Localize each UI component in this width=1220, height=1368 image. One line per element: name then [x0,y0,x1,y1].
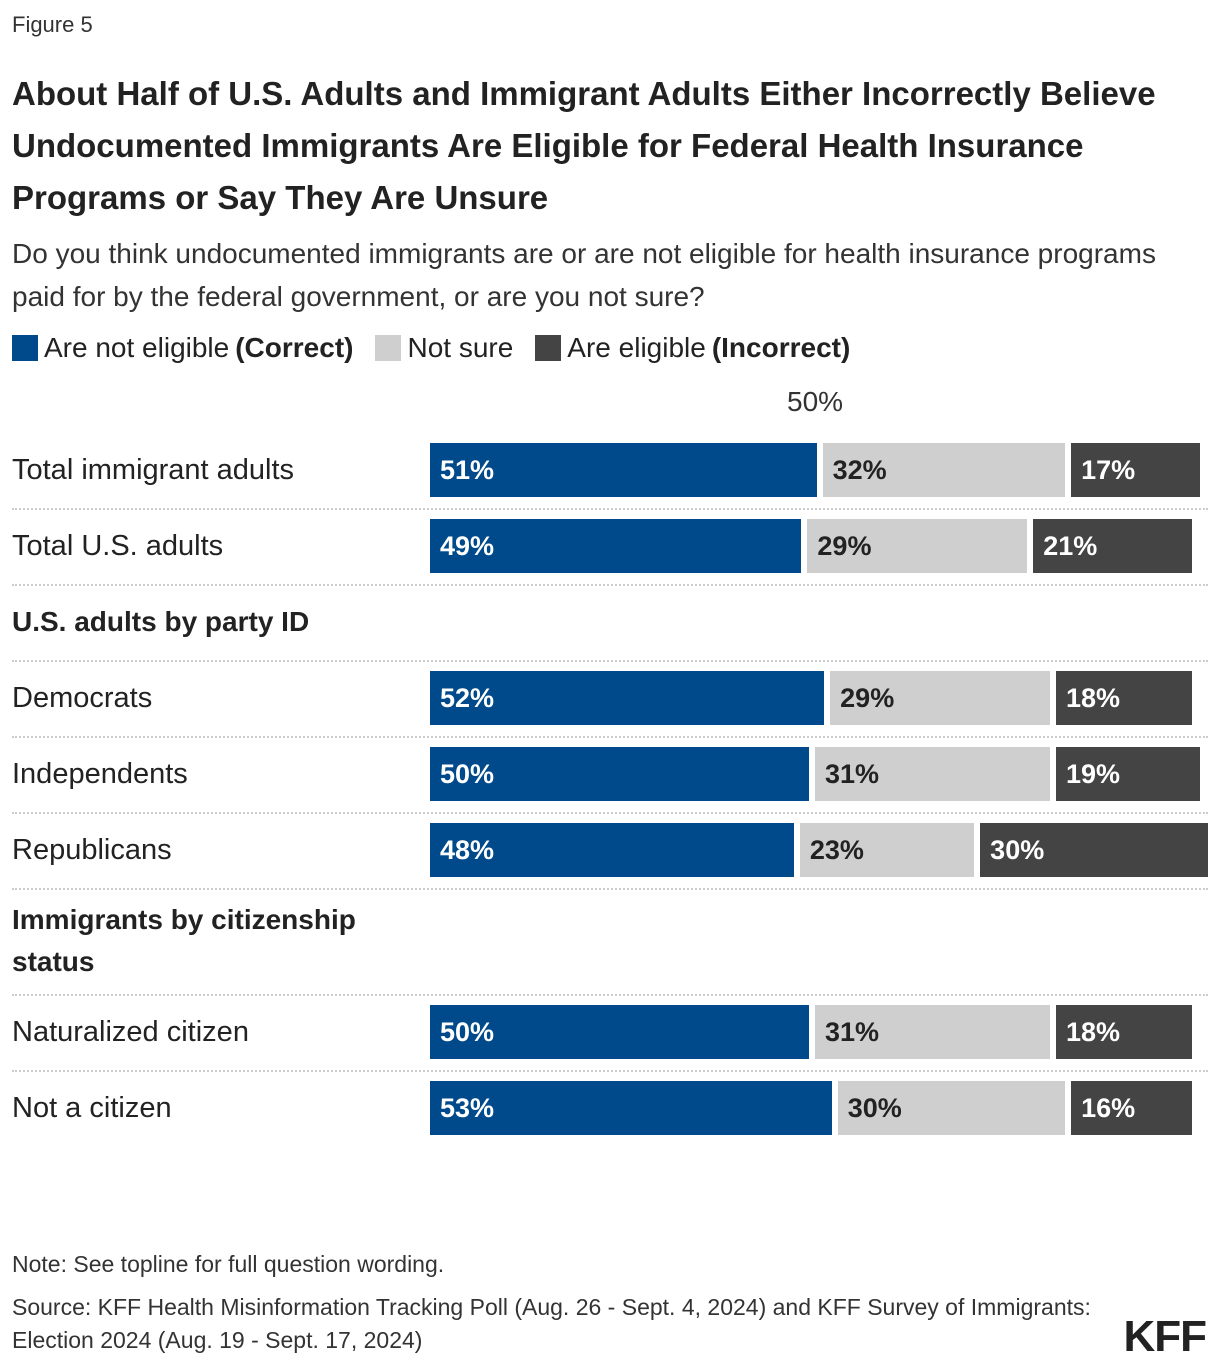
bar: 31% [815,747,1050,801]
row-separator [12,888,1208,890]
category-label: Independents [12,758,188,790]
figure-label: Figure 5 [12,12,93,37]
bar: 50% [430,747,809,801]
bar: 51% [430,443,817,497]
bar: 49% [430,519,802,573]
bar: 48% [430,823,794,877]
value-label: 49% [440,531,495,561]
chart-subtitle: Do you think undocumented immigrants are… [12,238,1156,312]
value-label: 23% [809,835,864,865]
bar: 52% [430,671,825,725]
value-label: 50% [440,1017,495,1047]
legend-item: Not sure [375,332,513,364]
bar: 23% [799,823,975,877]
value-label: 52% [440,683,495,713]
bar: 21% [1033,519,1193,573]
value-label: 29% [840,683,895,713]
row-separator [12,508,1208,510]
source: Source: KFF Health Misinformation Tracki… [12,1294,1091,1353]
value-label: 31% [825,759,880,789]
chart-title: About Half of U.S. Adults and Immigrant … [12,75,1156,216]
value-label: 51% [440,455,495,485]
legend-label: Not sure [407,332,514,363]
value-label: 53% [440,1093,495,1123]
value-label: 32% [832,455,887,485]
logo: KFF [1123,1312,1207,1361]
value-label: 19% [1065,759,1121,789]
bar: 16% [1071,1081,1193,1135]
legend-item: Are not eligible (Correct) [12,332,353,364]
category-label: Not a citizen [12,1092,172,1124]
legend-swatch [535,335,562,361]
legend-label-suffix: (Incorrect) [711,332,851,363]
bar: 31% [815,1005,1050,1059]
value-label: 30% [847,1093,902,1123]
bar: 50% [430,1005,809,1059]
value-label: 16% [1081,1093,1136,1123]
reference-label: 50% [787,386,844,417]
category-label: Republicans [12,834,172,866]
row-separator [12,812,1208,814]
legend-swatch [12,335,38,361]
bar: 18% [1055,1005,1193,1059]
value-label: 31% [825,1017,880,1047]
value-label: 21% [1043,531,1098,561]
legend-label: Are not eligible [44,332,230,363]
bar: 53% [430,1081,832,1135]
row-separator [12,736,1208,738]
category-label: Naturalized citizen [12,1016,249,1048]
note: Note: See topline for full question word… [12,1251,445,1277]
row-separator [12,994,1208,996]
legend: Are not eligible (Correct) Not sure Are eli… [12,332,850,364]
value-label: 50% [440,759,495,789]
value-label: 17% [1081,455,1136,485]
bar: 19% [1055,747,1200,801]
group-header: Immigrants by citizenship status [12,904,356,977]
bar: 30% [837,1081,1066,1135]
category-label: Total immigrant adults [12,454,295,486]
category-label: Total U.S. adults [12,530,224,562]
value-label: 29% [817,531,872,561]
value-label: 18% [1065,1017,1121,1047]
bar: 17% [1071,443,1200,497]
bar: 29% [807,519,1028,573]
value-label: 18% [1065,683,1121,713]
row-separator [12,660,1208,662]
legend-label-suffix: (Correct) [235,332,354,363]
value-label: 48% [440,835,495,865]
bar: 29% [830,671,1050,725]
row-separator [12,1070,1208,1072]
group-header: U.S. adults by party ID [12,606,310,637]
bar: 18% [1055,671,1193,725]
value-label: 30% [990,835,1045,865]
legend-label: Are eligible [567,332,706,363]
legend-item: Are eligible (Incorrect) [535,332,850,364]
row-separator [12,584,1208,586]
legend-swatch [375,335,402,361]
category-label: Democrats [12,682,153,714]
bar: 32% [822,443,1066,497]
bar: 30% [980,823,1208,877]
